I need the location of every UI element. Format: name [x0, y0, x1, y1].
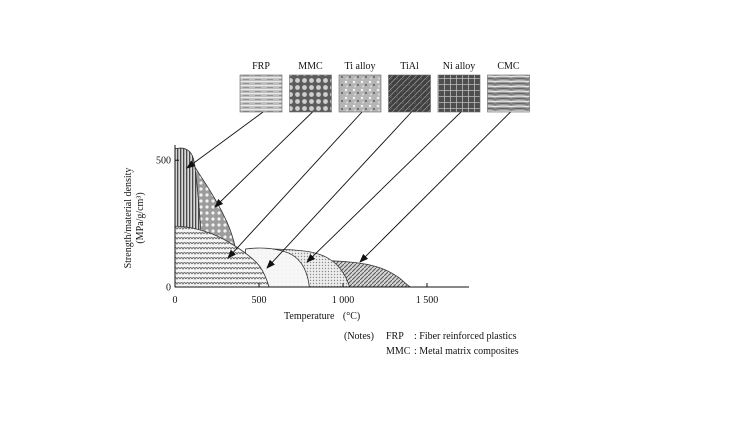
x-axis-label: Temperature (°C) [284, 311, 360, 322]
arrow-cmc [359, 111, 511, 263]
notes-prefix: (Notes) [344, 331, 374, 342]
note-abbr-frp: FRP [386, 331, 404, 342]
arrow-tial [266, 111, 412, 269]
thumbnail-image-mmc [289, 74, 332, 113]
chart-axes: 0 500 1 000 1 500 0 500 [156, 145, 469, 306]
y-tick-label: 0 [166, 283, 171, 294]
notes: (Notes) FRP : Fiber reinforced plastics … [344, 331, 519, 357]
callout-arrows [186, 111, 511, 269]
thumbnail-label-frp: FRP [252, 61, 270, 72]
arrow-mmc [214, 111, 313, 208]
thumbnail-image-ti-alloy [338, 74, 382, 113]
note-text-frp: : Fiber reinforced plastics [414, 331, 517, 342]
x-tick-label: 1 000 [332, 295, 355, 306]
note-abbr-mmc: MMC [386, 346, 411, 357]
series-area-ti-alloy [174, 225, 270, 288]
y-tick-label: 500 [156, 156, 171, 167]
thumbnail-image-tial [388, 74, 431, 113]
arrow-ti-alloy [227, 111, 363, 259]
thumbnail-label-cmc: CMC [497, 61, 520, 72]
thumbnail-image-frp [239, 74, 283, 113]
thumbnail-label-mmc: MMC [298, 61, 323, 72]
arrow-frp [186, 111, 264, 169]
thumbnail-label-ti-alloy: Ti alloy [344, 61, 375, 72]
material-thumbnails: FRP MMC Ti alloy TiAl Ni alloy CMC [239, 61, 530, 113]
arrow-ni-alloy [306, 111, 462, 263]
x-tick-label: 1 500 [416, 295, 439, 306]
thumbnail-label-tial: TiAl [400, 61, 419, 72]
thumbnail-image-ni-alloy [437, 74, 481, 113]
chart-series [174, 147, 412, 288]
x-axis-label-text: Temperature [284, 311, 335, 322]
x-tick-label: 500 [252, 295, 267, 306]
y-axis-label-line1: Strength/material density [123, 168, 134, 269]
y-axis-label-line2: (MPa/g/cm³) [135, 192, 146, 243]
x-tick-label: 0 [173, 295, 178, 306]
note-text-mmc: : Metal matrix composites [414, 346, 519, 357]
thumbnail-image-cmc [487, 74, 530, 113]
thumbnail-label-ni-alloy: Ni alloy [443, 61, 476, 72]
x-axis-label-unit: (°C) [343, 311, 360, 322]
